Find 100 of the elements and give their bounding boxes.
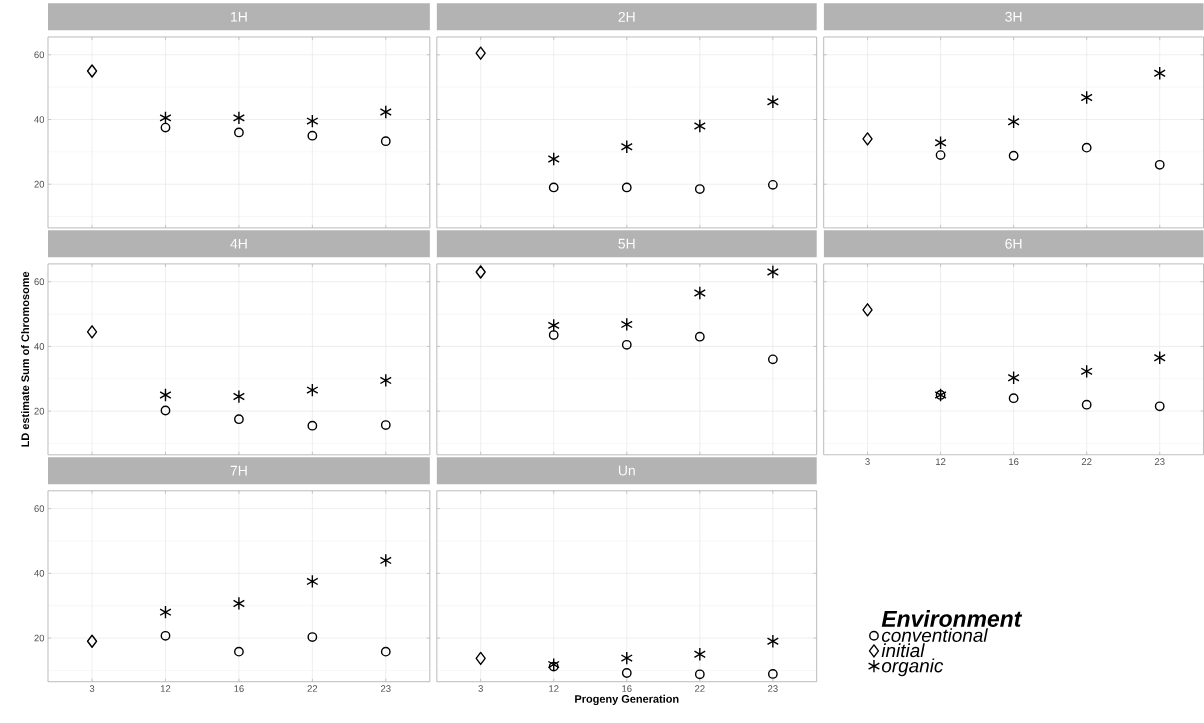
y-tick-label: 40 (34, 343, 45, 350)
legend-label: organic (881, 658, 944, 677)
point (380, 420, 391, 431)
point (620, 651, 633, 666)
point (935, 150, 946, 161)
point (547, 152, 560, 167)
point (621, 182, 632, 193)
point (475, 46, 486, 60)
point (1154, 401, 1165, 412)
y-tick-label: 40 (34, 570, 45, 577)
y-tick-label: 60 (34, 51, 45, 59)
y-tick-label: 60 (34, 278, 45, 286)
point (159, 605, 172, 620)
point (307, 420, 318, 431)
x-tick-label: 22 (307, 685, 318, 692)
y-axis-title: LD estimate Sum of Chromosome (21, 271, 30, 447)
chart-title: 1H (231, 12, 247, 22)
x-tick-label: 3 (89, 685, 95, 693)
point (694, 331, 705, 342)
point (380, 646, 391, 657)
x-tick-label: 12 (936, 458, 946, 466)
point (548, 182, 559, 193)
point (475, 265, 486, 279)
point (1080, 364, 1093, 379)
point (547, 318, 560, 333)
chart-title: Un (618, 465, 635, 476)
point (86, 64, 98, 78)
point (693, 286, 706, 301)
point (767, 669, 778, 680)
chart-title: 7H (230, 465, 247, 476)
point (620, 317, 633, 332)
legend-label: conventional (881, 628, 988, 643)
y-tick-label: 60 (34, 505, 45, 513)
point (620, 139, 633, 154)
point (694, 669, 705, 680)
chart-title: 2H (618, 12, 635, 22)
point (693, 119, 706, 134)
point (160, 631, 171, 641)
point (547, 657, 560, 672)
chart-title: 4H (230, 239, 247, 249)
x-tick-label: 3 (865, 458, 870, 466)
point (1153, 66, 1166, 81)
point (86, 634, 98, 649)
x-tick-label: 22 (695, 685, 705, 692)
legend-label: initial (881, 643, 925, 658)
point (1008, 393, 1019, 404)
point (380, 136, 391, 147)
point (1007, 371, 1020, 385)
point (306, 574, 319, 589)
point (1080, 90, 1093, 105)
x-tick-label: 12 (549, 685, 559, 692)
point (767, 354, 778, 365)
x-tick-label: 16 (622, 685, 632, 693)
point (862, 303, 873, 317)
x-tick-label: 23 (1154, 458, 1165, 466)
point (766, 634, 779, 649)
point (306, 114, 319, 129)
x-tick-label: 12 (160, 685, 171, 692)
point (1154, 160, 1165, 170)
point (862, 132, 873, 146)
y-tick-label: 20 (34, 407, 45, 415)
point (767, 180, 778, 190)
point (234, 127, 244, 138)
point (234, 646, 244, 657)
point (379, 105, 392, 120)
point (232, 596, 245, 611)
y-tick-label: 40 (34, 116, 45, 123)
point (159, 111, 172, 125)
point (1008, 150, 1019, 161)
x-tick-label: 3 (478, 685, 483, 693)
point (693, 647, 706, 662)
chart-title: 5H (618, 239, 635, 249)
x-tick-label: 23 (768, 685, 778, 693)
point (694, 184, 705, 195)
point (307, 632, 318, 643)
point (86, 325, 98, 339)
chart-title: 6H (1005, 238, 1022, 249)
point (621, 668, 632, 679)
point (159, 388, 172, 402)
point (379, 373, 392, 388)
chart-title: 3H (1005, 12, 1022, 22)
y-tick-label: 20 (34, 181, 45, 188)
point (160, 405, 171, 416)
point (475, 651, 486, 666)
point (232, 389, 245, 404)
legend-title: Environment (881, 610, 1023, 628)
x-tick-label: 22 (1081, 458, 1092, 466)
point (1007, 115, 1020, 129)
point (234, 414, 244, 425)
point (232, 111, 245, 125)
point (934, 136, 947, 150)
x-tick-label: 23 (380, 685, 391, 693)
point (766, 94, 779, 109)
y-tick-label: 20 (34, 634, 45, 642)
x-axis-title: Progeny Generation (575, 694, 679, 706)
point (160, 122, 171, 133)
point (379, 553, 392, 568)
x-tick-label: 16 (234, 685, 244, 693)
point (306, 383, 319, 398)
point (548, 330, 559, 341)
